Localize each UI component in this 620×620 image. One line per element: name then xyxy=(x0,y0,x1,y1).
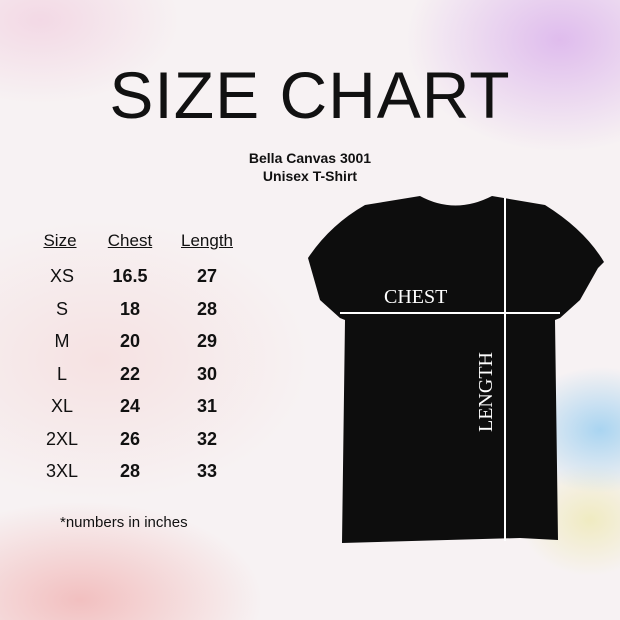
chest-cell: 20 xyxy=(119,331,141,351)
length-label: LENGTH xyxy=(475,352,497,432)
product-name: Bella Canvas 3001 xyxy=(248,150,372,166)
size-cell: S xyxy=(55,298,68,319)
length-cell: 28 xyxy=(196,298,218,319)
size-cell: L xyxy=(56,363,67,384)
header-chest: Chest xyxy=(107,231,153,250)
size-cell: XS xyxy=(49,266,74,286)
size-cell: M xyxy=(54,331,70,351)
length-cell: 29 xyxy=(196,331,218,351)
page-title: SIZE CHART xyxy=(109,58,511,132)
length-cell: 27 xyxy=(196,266,218,286)
chest-cell: 24 xyxy=(119,396,141,416)
chest-label: CHEST xyxy=(384,286,447,308)
size-cell: 2XL xyxy=(45,428,79,449)
chest-cell: 16.5 xyxy=(112,266,148,286)
chest-cell: 22 xyxy=(119,363,141,384)
header-length: Length xyxy=(181,231,233,250)
length-cell: 30 xyxy=(196,363,218,384)
length-cell: 32 xyxy=(196,428,218,449)
units-note: *numbers in inches xyxy=(60,514,188,531)
length-cell: 33 xyxy=(196,461,218,481)
length-cell: 31 xyxy=(196,396,218,416)
chest-cell: 18 xyxy=(119,298,141,319)
chest-cell: 26 xyxy=(119,428,141,449)
size-cell: 3XL xyxy=(45,461,79,481)
tshirt-shape xyxy=(308,196,604,543)
product-type: Unisex T-Shirt xyxy=(262,168,358,184)
chest-cell: 28 xyxy=(119,461,141,481)
header-size: Size xyxy=(43,231,77,250)
size-cell: XL xyxy=(50,396,74,416)
